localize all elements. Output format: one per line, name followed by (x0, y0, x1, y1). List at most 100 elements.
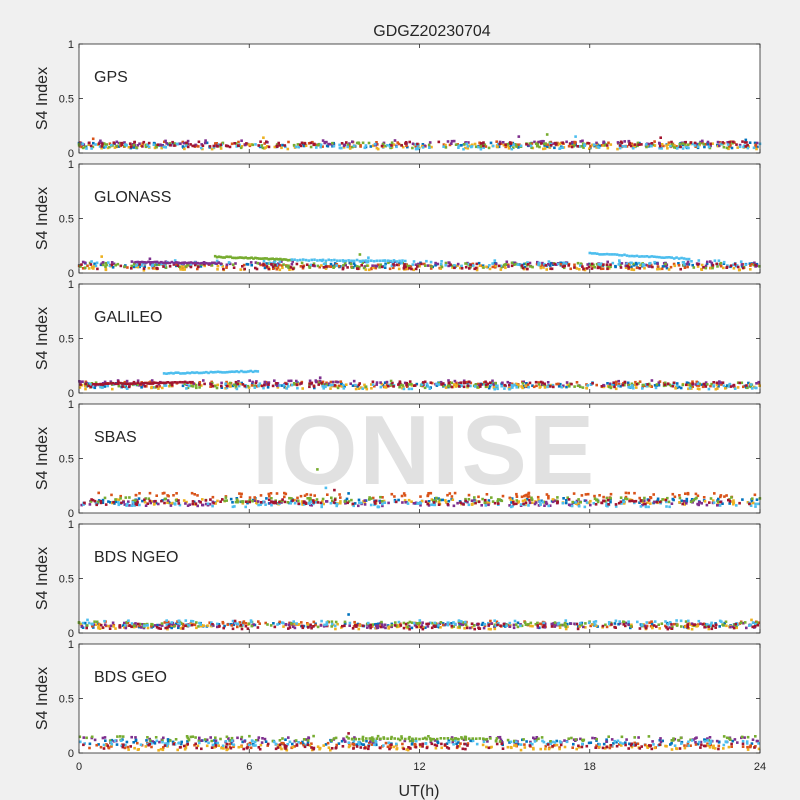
data-point (530, 496, 533, 500)
data-point (176, 748, 179, 752)
data-point (398, 262, 401, 265)
data-points (78, 732, 761, 752)
data-point (347, 741, 351, 744)
data-point (619, 385, 622, 388)
data-point (229, 739, 232, 742)
data-point (591, 382, 594, 385)
data-point (162, 265, 165, 268)
data-point (722, 266, 725, 270)
data-point (453, 622, 457, 626)
data-point (152, 141, 156, 145)
data-point (447, 621, 450, 624)
data-point (367, 624, 371, 628)
data-point (239, 495, 243, 498)
data-point (200, 263, 203, 266)
data-point (241, 265, 244, 268)
data-point (309, 623, 312, 627)
data-point (612, 742, 615, 745)
data-point (146, 623, 149, 627)
data-point (240, 745, 243, 748)
data-point (236, 625, 239, 629)
data-point (251, 370, 255, 374)
data-point (300, 261, 304, 265)
data-point (239, 268, 242, 271)
data-point (722, 260, 726, 264)
data-point (757, 621, 761, 624)
data-point (129, 382, 132, 385)
data-point (699, 740, 703, 744)
data-point (293, 745, 296, 748)
data-point (480, 504, 483, 507)
data-point (285, 748, 289, 752)
data-point (753, 746, 756, 749)
data-point (437, 501, 441, 504)
data-point (352, 504, 355, 508)
data-point (220, 381, 223, 385)
data-point (340, 146, 343, 150)
data-point (446, 140, 450, 143)
data-point (126, 387, 129, 390)
data-point (491, 262, 494, 265)
data-point (189, 261, 193, 264)
data-point (309, 498, 312, 502)
data-point (451, 266, 454, 269)
data-point (356, 385, 359, 388)
data-segment (134, 260, 223, 265)
data-point (252, 744, 255, 747)
y-tick-label: 1 (68, 159, 74, 171)
data-point (272, 267, 275, 270)
data-point (487, 621, 490, 625)
data-point (474, 145, 478, 149)
data-point (131, 501, 135, 504)
data-points (77, 251, 761, 272)
y-tick-label: 1 (68, 399, 74, 411)
data-point (279, 746, 282, 749)
data-point (352, 742, 356, 746)
data-point (181, 381, 184, 384)
data-point (541, 263, 544, 267)
data-point (409, 265, 413, 268)
data-point (101, 498, 105, 502)
data-point (228, 262, 232, 266)
data-point (96, 383, 100, 386)
data-point (408, 266, 411, 270)
data-point (78, 735, 82, 739)
data-point (219, 147, 223, 150)
data-point (128, 142, 132, 145)
y-tick-label: 0.5 (59, 454, 74, 466)
data-point (698, 143, 701, 147)
data-point (439, 267, 442, 270)
data-point (290, 258, 294, 261)
data-point (190, 619, 193, 623)
data-point (393, 624, 397, 627)
data-point (142, 140, 146, 144)
data-point (255, 267, 259, 271)
data-point (184, 144, 188, 148)
data-point (211, 495, 215, 499)
data-point (200, 747, 203, 751)
data-point (130, 264, 133, 268)
data-point (334, 736, 338, 740)
data-point (110, 493, 113, 497)
data-point (178, 380, 182, 384)
data-point (199, 624, 203, 628)
data-point (695, 496, 698, 500)
data-point (717, 259, 721, 262)
data-point (116, 735, 119, 738)
data-point (519, 144, 523, 148)
data-point (720, 620, 723, 623)
data-point (160, 624, 164, 627)
data-point (103, 619, 106, 623)
data-point (149, 501, 152, 505)
data-point (90, 498, 93, 501)
data-point (452, 621, 455, 624)
data-point (499, 142, 503, 145)
data-point (630, 623, 633, 627)
data-point (240, 381, 243, 385)
data-point (229, 497, 233, 501)
data-point (515, 145, 518, 148)
data-point (239, 623, 243, 627)
data-point (306, 623, 310, 626)
data-point (421, 627, 425, 631)
data-point (238, 492, 241, 495)
